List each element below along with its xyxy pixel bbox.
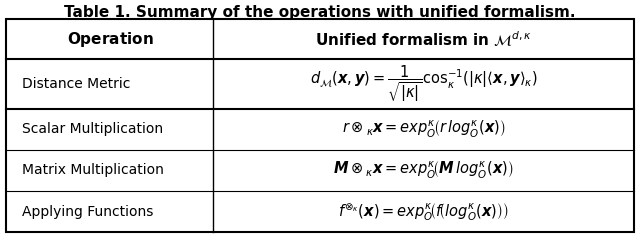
Text: Scalar Multiplication: Scalar Multiplication (22, 122, 164, 136)
Text: Table 1. Summary of the operations with unified formalism.: Table 1. Summary of the operations with … (64, 5, 576, 20)
Text: $r \otimes_{\kappa} \boldsymbol{x} = exp_O^{\kappa}\!\left(r\, log_O^{\kappa}(\b: $r \otimes_{\kappa} \boldsymbol{x} = exp… (342, 118, 505, 140)
Text: Matrix Multiplication: Matrix Multiplication (22, 163, 164, 178)
Text: $\boldsymbol{M} \otimes_{\kappa} \boldsymbol{x} = exp_O^{\kappa}\!\left(\boldsym: $\boldsymbol{M} \otimes_{\kappa} \boldsy… (333, 160, 514, 181)
Text: $\mathbf{Unified\ formalism\ in}\ \mathcal{M}^{d,\kappa}$: $\mathbf{Unified\ formalism\ in}\ \mathc… (315, 29, 532, 49)
Text: $d_{\mathcal{M}}(\boldsymbol{x}, \boldsymbol{y}) = \dfrac{1}{\sqrt{|\kappa|}} \c: $d_{\mathcal{M}}(\boldsymbol{x}, \boldsy… (310, 64, 538, 104)
Text: $\mathbf{Operation}$: $\mathbf{Operation}$ (67, 30, 153, 49)
Text: Distance Metric: Distance Metric (22, 77, 131, 91)
Text: $f^{\otimes_{\kappa}}(\boldsymbol{x}) = exp_O^{\kappa}\!\left(f\!\left(log_O^{\k: $f^{\otimes_{\kappa}}(\boldsymbol{x}) = … (338, 201, 509, 223)
Text: Applying Functions: Applying Functions (22, 205, 154, 219)
